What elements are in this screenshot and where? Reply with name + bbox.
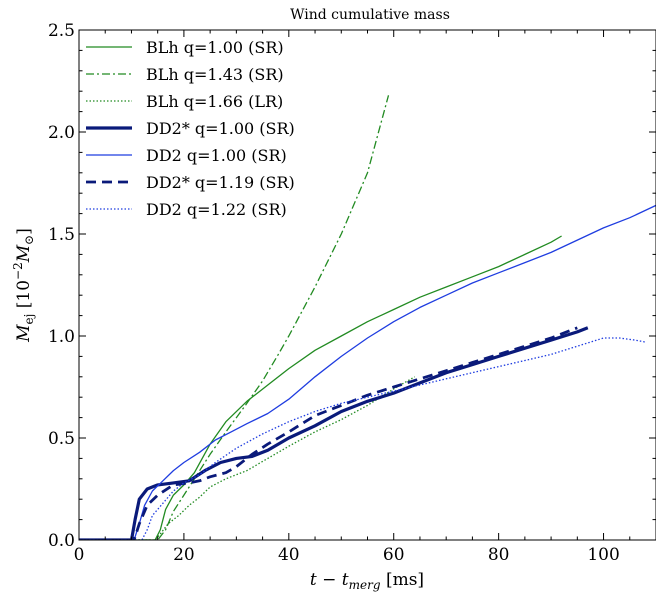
y-tick-label: 0.5 [48, 429, 75, 449]
y-axis-label-unit: [10 [14, 280, 34, 314]
y-axis-label: Mej [10−2M⊙] [11, 228, 36, 343]
x-tick-label: 100 [587, 545, 619, 565]
series-line-6 [79, 326, 578, 540]
legend-label-7: DD2 q=1.22 (SR) [146, 200, 287, 219]
series-line-7 [79, 337, 646, 540]
svg-text:t − tmerg [ms]: t − tmerg [ms] [310, 570, 424, 592]
series-line-4 [79, 326, 589, 540]
legend-label-2: BLh q=1.43 (SR) [146, 65, 284, 84]
legend-label-5: DD2 q=1.00 (SR) [146, 146, 287, 165]
y-axis-label-tail: M [14, 244, 34, 263]
y-tick-label: 2.0 [48, 123, 75, 143]
svg-text:Mej [10−2M⊙]: Mej [10−2M⊙] [11, 228, 36, 343]
legend-label-1: BLh q=1.00 (SR) [146, 38, 284, 57]
x-axis-label-main: t − t [310, 570, 349, 590]
y-axis-label-sub: ej [22, 314, 36, 325]
y-tick-label: 2.5 [48, 21, 75, 41]
legend-label-4: DD2* q=1.00 (SR) [146, 119, 295, 138]
series-line-5 [79, 204, 656, 540]
x-tick-label: 40 [278, 545, 300, 565]
legend-label-3: BLh q=1.66 (LR) [146, 92, 283, 111]
legend-label-6: DD2* q=1.19 (SR) [146, 173, 295, 192]
x-tick-label: 0 [74, 545, 85, 565]
ticks-layer: 0 20 40 60 80 100 0.0 0.5 1.0 1.5 2.0 2.5 [48, 21, 656, 565]
legend: BLh q=1.00 (SR) BLh q=1.43 (SR) BLh q=1.66… [86, 38, 295, 219]
series-line-1 [79, 235, 562, 540]
x-axis-label-unit: [ms] [381, 570, 425, 590]
y-axis-label-main: M [14, 324, 34, 343]
y-axis-label-exp: −2 [11, 262, 25, 280]
x-tick-label: 20 [173, 545, 195, 565]
series-line-2 [79, 95, 390, 540]
y-tick-label: 0.0 [48, 531, 75, 551]
y-axis-label-tail-sub: ⊙ [22, 235, 36, 245]
x-axis-label-sub: merg [349, 578, 381, 592]
chart-title: Wind cumulative mass [290, 7, 450, 23]
y-tick-label: 1.5 [48, 225, 75, 245]
x-tick-label: 80 [488, 545, 510, 565]
y-axis-label-close: ] [14, 228, 34, 235]
series-layer [79, 95, 656, 540]
x-tick-label: 60 [383, 545, 405, 565]
x-axis-label: t − tmerg [ms] [310, 570, 424, 592]
y-tick-label: 1.0 [48, 327, 75, 347]
